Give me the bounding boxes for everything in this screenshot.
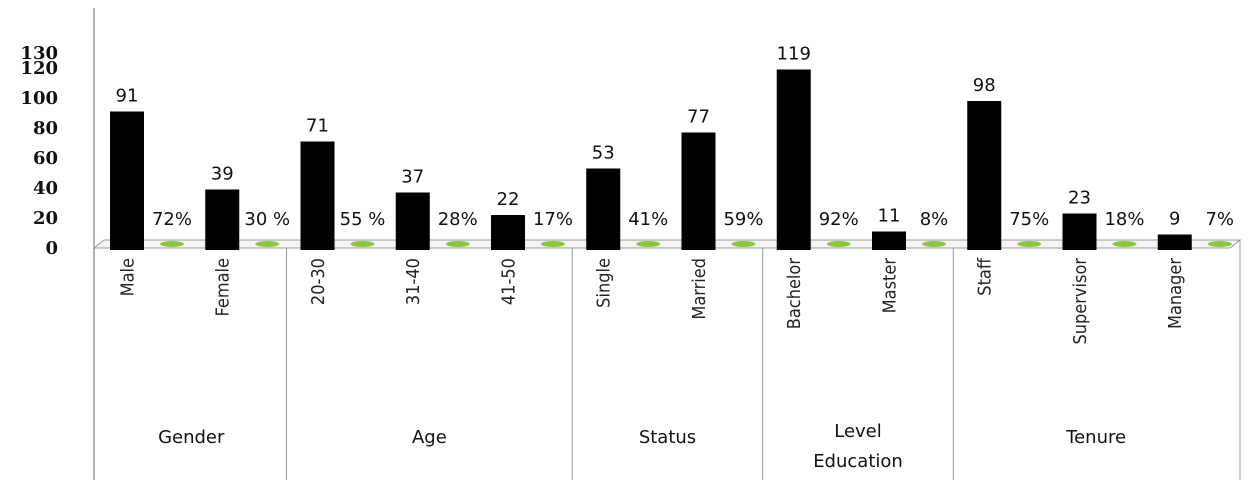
category-label: Bachelor	[784, 258, 805, 330]
percent-label: 17%	[533, 209, 573, 230]
category-label: Supervisor	[1070, 258, 1091, 345]
percent-label: 75%	[1009, 209, 1049, 230]
bar	[1157, 234, 1192, 250]
category-label: Male	[117, 258, 138, 296]
group-label: Tenure	[1065, 427, 1126, 448]
percent-label: 92%	[819, 209, 859, 230]
y-tick-label: 20	[33, 208, 58, 229]
percent-marker	[1207, 241, 1232, 247]
labels-layer: 91 72% Male 39 30 % Female 71 55 % 20-30 37 28% 31-…	[116, 44, 1234, 473]
category-label: Female	[213, 258, 234, 316]
percent-label: 8%	[920, 209, 949, 230]
category-label: Staff	[975, 257, 996, 296]
category-label: 41-50	[498, 258, 519, 305]
bar	[681, 132, 716, 250]
group-label: Status	[639, 427, 696, 448]
percent-label: 55 %	[340, 209, 386, 230]
value-label: 71	[306, 116, 329, 137]
percent-label: 18%	[1104, 209, 1144, 230]
category-label: Master	[879, 258, 900, 314]
percent-marker	[445, 241, 470, 247]
value-label: 119	[777, 44, 811, 65]
group-label: Gender	[158, 427, 225, 448]
percent-marker	[1017, 241, 1042, 247]
y-tick-label: 80	[33, 118, 58, 139]
value-label: 11	[878, 206, 901, 227]
category-label: 31-40	[403, 258, 424, 305]
value-label: 37	[401, 167, 424, 188]
percent-marker	[826, 241, 851, 247]
y-tick-label: 0	[45, 238, 58, 259]
value-label: 53	[592, 143, 615, 164]
category-label: Married	[689, 258, 710, 320]
bar	[1062, 213, 1097, 250]
percent-label: 7%	[1205, 209, 1234, 230]
percent-marker	[350, 241, 375, 247]
bar	[967, 101, 1002, 250]
percent-marker	[636, 241, 661, 247]
bar	[491, 215, 525, 250]
percent-marker	[1112, 241, 1137, 247]
value-label: 23	[1068, 188, 1091, 209]
y-tick-label: 60	[33, 148, 58, 169]
y-tick-label: 120	[20, 58, 58, 79]
percent-label: 72%	[152, 209, 192, 230]
percent-label: 28%	[438, 209, 478, 230]
bars-layer	[110, 69, 1232, 250]
group-label: Level	[834, 421, 882, 442]
percent-marker	[255, 241, 280, 247]
bar	[776, 69, 811, 250]
value-label: 39	[211, 164, 234, 185]
y-tick-label: 40	[33, 178, 58, 199]
percent-label: 59%	[723, 209, 763, 230]
percent-label: 30 %	[244, 209, 290, 230]
percent-marker	[731, 241, 756, 247]
bar	[395, 192, 430, 250]
y-tick-label: 100	[20, 88, 58, 109]
group-label: Education	[813, 451, 903, 472]
value-label: 22	[497, 189, 520, 210]
value-label: 77	[687, 107, 710, 128]
category-label: 20-30	[308, 258, 329, 305]
percent-marker	[160, 241, 184, 247]
bar	[205, 189, 240, 250]
percent-marker	[541, 241, 565, 247]
bar	[586, 168, 621, 250]
bar	[300, 141, 335, 250]
value-label: 98	[973, 75, 996, 96]
category-label: Manager	[1165, 258, 1186, 329]
y-tick-label: 130	[20, 43, 58, 64]
bar	[872, 231, 906, 250]
value-label: 91	[116, 86, 139, 107]
category-label: Single	[594, 258, 615, 308]
value-label: 9	[1169, 209, 1180, 230]
percent-marker	[922, 241, 946, 247]
percent-label: 41%	[628, 209, 668, 230]
bar	[110, 111, 144, 250]
group-label: Age	[412, 427, 447, 448]
